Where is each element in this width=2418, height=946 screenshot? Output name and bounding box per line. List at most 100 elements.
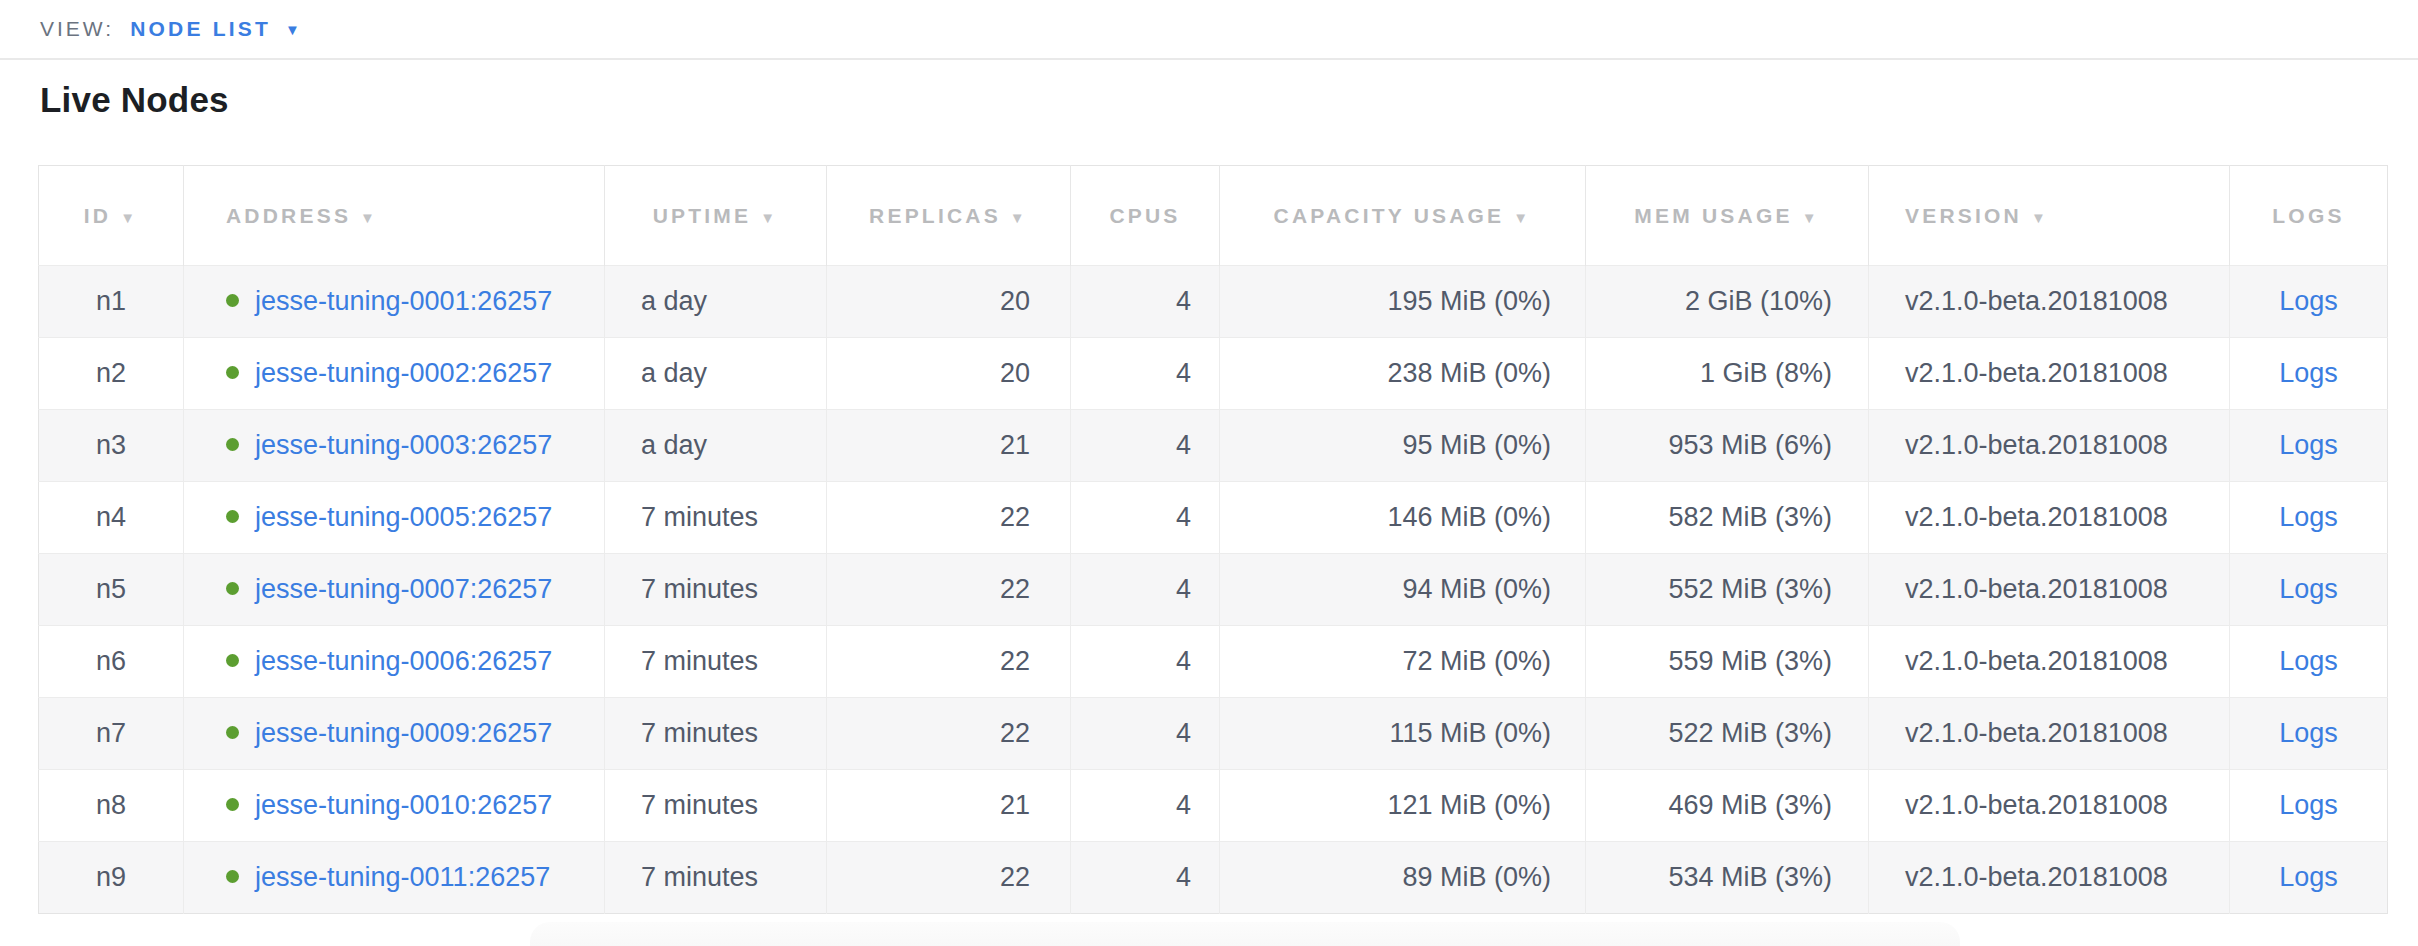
node-address-cell: jesse-tuning-0003:26257 [184, 410, 605, 482]
node-uptime-cell: a day [605, 266, 827, 338]
node-row: n2jesse-tuning-0002:26257a day204238 MiB… [39, 338, 2388, 410]
column-label: ID [84, 204, 111, 227]
node-address-cell: jesse-tuning-0001:26257 [184, 266, 605, 338]
node-uptime-cell: 7 minutes [605, 770, 827, 842]
sort-desc-icon: ▼ [2031, 209, 2049, 226]
node-logs-cell: Logs [2230, 482, 2388, 554]
node-id-cell: n2 [39, 338, 184, 410]
node-mem-cell: 522 MiB (3%) [1586, 698, 1869, 770]
column-label: REPLICAS [869, 204, 1001, 227]
node-address-link[interactable]: jesse-tuning-0011:26257 [255, 862, 550, 892]
node-id-cell: n8 [39, 770, 184, 842]
node-capacity-cell: 94 MiB (0%) [1220, 554, 1586, 626]
node-logs-link[interactable]: Logs [2279, 862, 2338, 892]
chevron-down-icon[interactable]: ▼ [285, 21, 300, 38]
node-row: n1jesse-tuning-0001:26257a day204195 MiB… [39, 266, 2388, 338]
node-id-cell: n5 [39, 554, 184, 626]
node-capacity-cell: 95 MiB (0%) [1220, 410, 1586, 482]
node-address-cell: jesse-tuning-0009:26257 [184, 698, 605, 770]
node-version-cell: v2.1.0-beta.20181008 [1869, 482, 2230, 554]
page-title: Live Nodes [40, 80, 229, 120]
node-status-healthy-icon [226, 654, 239, 667]
node-cpus-cell: 4 [1071, 770, 1220, 842]
node-cpus-cell: 4 [1071, 266, 1220, 338]
column-header-mem[interactable]: MEM USAGE▼ [1586, 166, 1869, 266]
node-logs-link[interactable]: Logs [2279, 358, 2338, 388]
nodes-table-body: n1jesse-tuning-0001:26257a day204195 MiB… [39, 266, 2388, 914]
node-uptime-cell: 7 minutes [605, 482, 827, 554]
node-address-link[interactable]: jesse-tuning-0002:26257 [255, 358, 552, 388]
column-header-address[interactable]: ADDRESS▼ [184, 166, 605, 266]
node-mem-cell: 534 MiB (3%) [1586, 842, 1869, 914]
node-status-healthy-icon [226, 798, 239, 811]
node-mem-cell: 559 MiB (3%) [1586, 626, 1869, 698]
node-cpus-cell: 4 [1071, 698, 1220, 770]
below-fold-card-edge [530, 922, 1960, 946]
node-logs-link[interactable]: Logs [2279, 646, 2338, 676]
node-logs-cell: Logs [2230, 410, 2388, 482]
node-logs-link[interactable]: Logs [2279, 574, 2338, 604]
node-logs-link[interactable]: Logs [2279, 430, 2338, 460]
node-version-cell: v2.1.0-beta.20181008 [1869, 266, 2230, 338]
node-row: n8jesse-tuning-0010:262577 minutes214121… [39, 770, 2388, 842]
node-uptime-cell: 7 minutes [605, 698, 827, 770]
node-address-cell: jesse-tuning-0011:26257 [184, 842, 605, 914]
column-label: CPUS [1109, 204, 1180, 227]
node-address-link[interactable]: jesse-tuning-0006:26257 [255, 646, 552, 676]
node-row: n9jesse-tuning-0011:262577 minutes22489 … [39, 842, 2388, 914]
sort-desc-icon: ▼ [120, 209, 138, 226]
node-version-cell: v2.1.0-beta.20181008 [1869, 770, 2230, 842]
node-status-healthy-icon [226, 582, 239, 595]
node-uptime-cell: 7 minutes [605, 554, 827, 626]
node-version-cell: v2.1.0-beta.20181008 [1869, 842, 2230, 914]
node-replicas-cell: 22 [827, 698, 1071, 770]
node-logs-link[interactable]: Logs [2279, 286, 2338, 316]
node-replicas-cell: 22 [827, 554, 1071, 626]
node-status-healthy-icon [226, 438, 239, 451]
node-address-link[interactable]: jesse-tuning-0009:26257 [255, 718, 552, 748]
node-address-cell: jesse-tuning-0006:26257 [184, 626, 605, 698]
node-address-link[interactable]: jesse-tuning-0003:26257 [255, 430, 552, 460]
node-id-cell: n3 [39, 410, 184, 482]
column-header-version[interactable]: VERSION▼ [1869, 166, 2230, 266]
column-header-replicas[interactable]: REPLICAS▼ [827, 166, 1071, 266]
column-header-uptime[interactable]: UPTIME▼ [605, 166, 827, 266]
node-version-cell: v2.1.0-beta.20181008 [1869, 410, 2230, 482]
node-row: n3jesse-tuning-0003:26257a day21495 MiB … [39, 410, 2388, 482]
column-header-capacity[interactable]: CAPACITY USAGE▼ [1220, 166, 1586, 266]
node-logs-cell: Logs [2230, 266, 2388, 338]
node-id-cell: n9 [39, 842, 184, 914]
column-label: LOGS [2272, 204, 2344, 227]
node-cpus-cell: 4 [1071, 842, 1220, 914]
node-uptime-cell: 7 minutes [605, 842, 827, 914]
view-selector[interactable]: NODE LIST [130, 17, 271, 41]
node-replicas-cell: 22 [827, 626, 1071, 698]
node-cpus-cell: 4 [1071, 482, 1220, 554]
node-logs-cell: Logs [2230, 554, 2388, 626]
view-label: VIEW: [40, 17, 114, 41]
node-logs-link[interactable]: Logs [2279, 502, 2338, 532]
node-capacity-cell: 146 MiB (0%) [1220, 482, 1586, 554]
node-replicas-cell: 21 [827, 410, 1071, 482]
live-nodes-table: ID▼ADDRESS▼UPTIME▼REPLICAS▼CPUSCAPACITY … [38, 165, 2388, 914]
sort-desc-icon: ▼ [360, 209, 378, 226]
node-address-link[interactable]: jesse-tuning-0001:26257 [255, 286, 552, 316]
node-address-cell: jesse-tuning-0007:26257 [184, 554, 605, 626]
node-mem-cell: 469 MiB (3%) [1586, 770, 1869, 842]
column-label: UPTIME [653, 204, 752, 227]
column-header-id[interactable]: ID ▼ [39, 166, 184, 266]
node-capacity-cell: 238 MiB (0%) [1220, 338, 1586, 410]
node-logs-cell: Logs [2230, 626, 2388, 698]
node-address-link[interactable]: jesse-tuning-0005:26257 [255, 502, 552, 532]
node-capacity-cell: 195 MiB (0%) [1220, 266, 1586, 338]
node-id-cell: n6 [39, 626, 184, 698]
node-uptime-cell: a day [605, 410, 827, 482]
node-version-cell: v2.1.0-beta.20181008 [1869, 698, 2230, 770]
node-address-link[interactable]: jesse-tuning-0010:26257 [255, 790, 552, 820]
node-address-link[interactable]: jesse-tuning-0007:26257 [255, 574, 552, 604]
node-logs-link[interactable]: Logs [2279, 718, 2338, 748]
node-logs-cell: Logs [2230, 770, 2388, 842]
node-logs-cell: Logs [2230, 338, 2388, 410]
node-address-cell: jesse-tuning-0010:26257 [184, 770, 605, 842]
node-logs-link[interactable]: Logs [2279, 790, 2338, 820]
